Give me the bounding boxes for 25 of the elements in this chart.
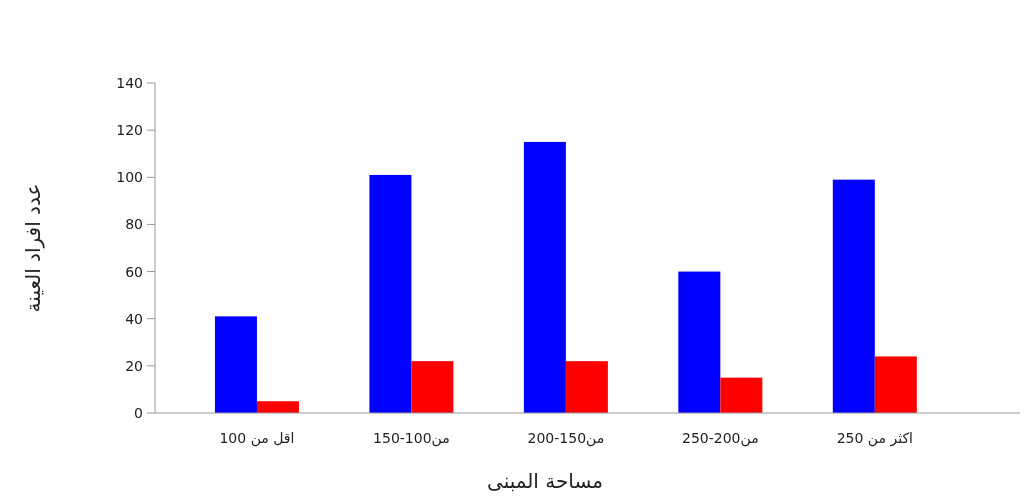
x-tick-label: اقل من 100 xyxy=(219,430,295,447)
bar xyxy=(874,356,917,413)
bar xyxy=(678,271,721,413)
bar xyxy=(523,141,566,413)
y-tick-label: 140 xyxy=(116,75,143,91)
bar xyxy=(369,174,412,413)
x-tick-label: من200-250 xyxy=(682,430,759,447)
y-tick-label: 120 xyxy=(116,122,143,139)
y-tick-label: 100 xyxy=(116,169,143,186)
bar xyxy=(720,377,763,413)
bar xyxy=(256,401,299,413)
x-tick-label: من100-150 xyxy=(373,430,450,447)
x-axis-title: مساحة المبنى xyxy=(486,469,604,493)
bar xyxy=(565,361,608,413)
y-tick-label: 20 xyxy=(125,357,143,374)
y-tick-label: 40 xyxy=(125,310,143,327)
y-axis-title: عدد افراد العينة xyxy=(21,183,45,313)
bar xyxy=(832,179,875,413)
y-tick-label: 80 xyxy=(125,216,143,233)
bar xyxy=(411,361,454,413)
y-tick-label: 60 xyxy=(125,263,143,280)
y-tick-label: 0 xyxy=(134,405,143,421)
x-tick-label: من150-200 xyxy=(527,430,605,447)
bar xyxy=(214,316,257,413)
x-tick-label: اكثر من 250 xyxy=(836,430,913,447)
